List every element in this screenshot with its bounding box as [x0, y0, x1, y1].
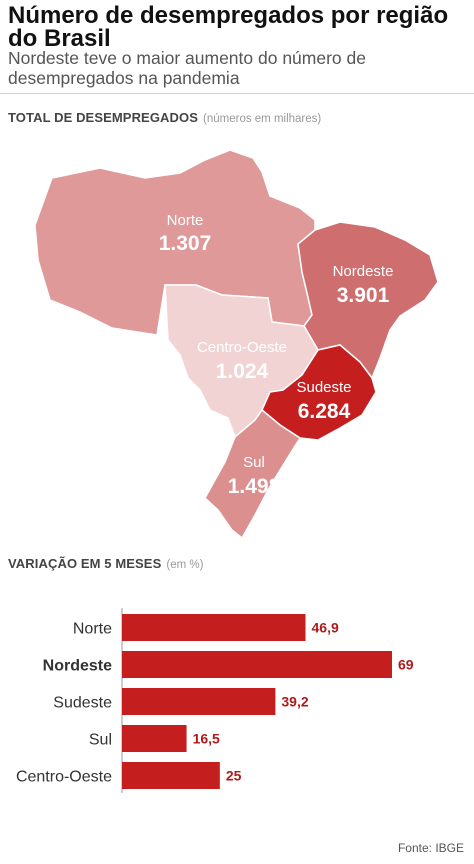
- region-sul: [204, 408, 302, 540]
- value-label-nordeste: 69: [398, 657, 414, 673]
- label-sudeste-name: Sudeste: [296, 379, 351, 396]
- map-section-heading: TOTAL DE DESEMPREGADOS (números em milhar…: [8, 110, 321, 125]
- category-label-centro-oeste: Centro-Oeste: [16, 769, 112, 786]
- label-norte-name: Norte: [167, 212, 204, 229]
- category-label-nordeste: Nordeste: [43, 658, 112, 675]
- bar-heading-text: VARIAÇÃO EM 5 MESES: [8, 556, 162, 571]
- header-divider: [0, 93, 474, 94]
- category-label-sudeste: Sudeste: [53, 695, 112, 712]
- region-nordeste: [297, 221, 439, 380]
- bar-sudeste: [122, 688, 276, 715]
- value-label-sul: 16,5: [193, 731, 220, 747]
- map-labels: Norte 1.307 Nordeste 3.901 Centro-Oeste …: [159, 212, 394, 498]
- bar-centro-oeste: [122, 762, 220, 789]
- label-centro-oeste-name: Centro-Oeste: [197, 339, 287, 356]
- label-sul-value: 1.498: [228, 475, 281, 498]
- chart-title: Número de desempregados por região do Br…: [8, 2, 449, 52]
- bar-norte: [122, 614, 306, 641]
- bar-unit-note: (em %): [166, 559, 204, 571]
- bar-sul: [122, 725, 187, 752]
- category-label-sul: Sul: [89, 732, 112, 749]
- category-label-norte: Norte: [73, 621, 112, 638]
- label-nordeste-value: 3.901: [337, 284, 390, 307]
- label-sul-name: Sul: [243, 454, 265, 471]
- bar-section-heading: VARIAÇÃO EM 5 MESES (em %): [8, 556, 203, 571]
- value-label-sudeste: 39,2: [281, 694, 308, 710]
- bar-nordeste: [122, 651, 392, 678]
- map-unit-note: (números em milhares): [203, 113, 322, 125]
- value-label-norte: 46,9: [312, 620, 339, 636]
- source-note: Fonte: IBGE: [397, 841, 464, 855]
- chart-subtitle: Nordeste teve o maior aumento do número …: [8, 48, 366, 88]
- label-nordeste-name: Nordeste: [333, 263, 394, 280]
- label-norte-value: 1.307: [159, 232, 212, 255]
- label-centro-oeste-value: 1.024: [216, 360, 269, 383]
- variation-bar-chart: Norte 46,9 Nordeste 69 Sudeste 39,2 Sul 16,5 Cen…: [16, 608, 414, 793]
- label-sudeste-value: 6.284: [298, 400, 351, 423]
- map-heading-text: TOTAL DE DESEMPREGADOS: [8, 110, 199, 125]
- brazil-regions-map: Norte 1.307 Nordeste 3.901 Centro-Oeste …: [34, 149, 439, 540]
- value-label-centro-oeste: 25: [226, 768, 242, 784]
- region-sudeste: [261, 344, 377, 441]
